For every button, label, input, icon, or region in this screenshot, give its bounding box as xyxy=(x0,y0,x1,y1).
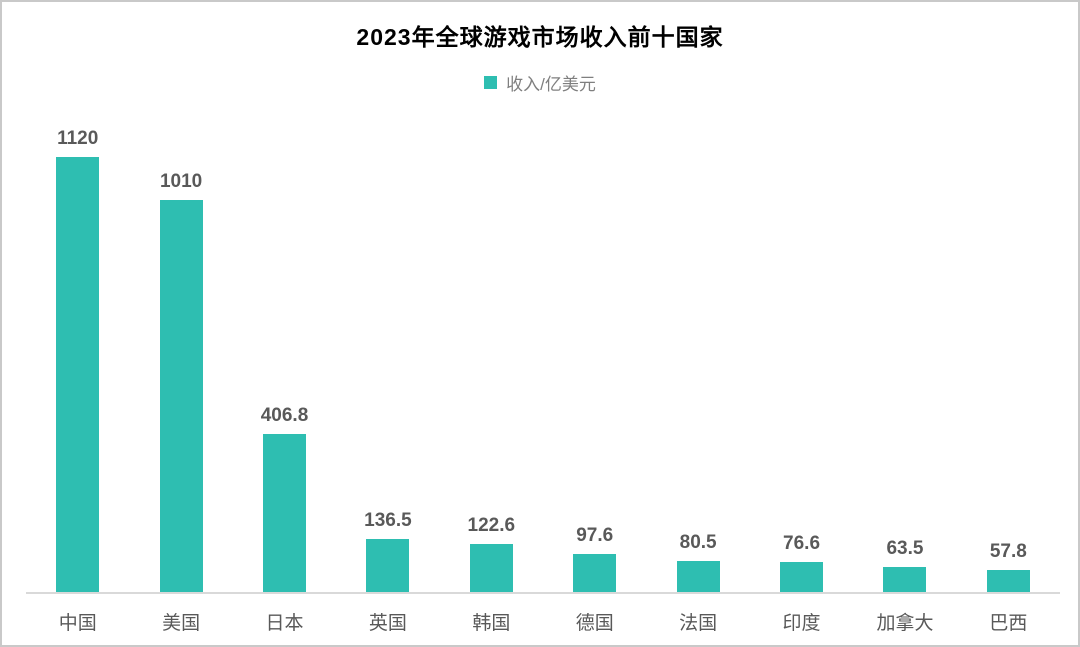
bar-value-label: 57.8 xyxy=(989,541,1027,562)
bar xyxy=(366,539,410,592)
bar xyxy=(986,570,1030,592)
category-label: 加拿大 xyxy=(876,613,934,634)
category-label: 法国 xyxy=(679,613,718,634)
bar-column: 1010 xyxy=(129,171,232,592)
bar xyxy=(573,554,617,592)
bar xyxy=(159,200,203,592)
bar-value-label: 1010 xyxy=(159,171,203,192)
bar-value-label: 97.6 xyxy=(576,525,614,546)
bar-column: 406.8 xyxy=(233,405,336,592)
bar xyxy=(780,562,824,592)
bar-value-label: 136.5 xyxy=(364,510,412,531)
bar-value-label: 80.5 xyxy=(679,532,717,553)
category-label: 中国 xyxy=(58,613,97,634)
category-label: 美国 xyxy=(162,613,201,634)
bar-column: 136.5 xyxy=(336,510,439,592)
bar xyxy=(263,434,307,592)
bar-value-label: 63.5 xyxy=(886,538,924,559)
bar-column: 122.6 xyxy=(440,515,543,592)
category-label: 印度 xyxy=(782,613,821,634)
bar-column: 1120 xyxy=(26,128,129,592)
legend: 收入/亿美元 xyxy=(2,70,1078,95)
bar xyxy=(883,567,927,592)
bar-value-label: 122.6 xyxy=(467,515,516,536)
bar-column: 57.8 xyxy=(957,541,1060,592)
legend-label: 收入/亿美元 xyxy=(506,75,596,94)
category-axis: 中国 美国 日本 英国 韩国 德国 法国 印度 加拿大 巴西 xyxy=(26,594,1060,635)
category-label: 日本 xyxy=(265,613,304,634)
bar-value-label: 406.8 xyxy=(260,405,309,426)
bar-value-label: 76.6 xyxy=(783,533,821,554)
category-label: 巴西 xyxy=(989,613,1028,634)
bar xyxy=(469,544,513,592)
legend-swatch-icon xyxy=(484,76,498,89)
plot-area: 1120 1010 406.8 136.5 122.6 97.6 80.5 76.6 63.5 5… xyxy=(26,122,1060,594)
category-label: 德国 xyxy=(575,613,614,634)
category-label: 英国 xyxy=(368,613,407,634)
bar-value-label: 1120 xyxy=(57,128,99,149)
category-label: 韩国 xyxy=(472,613,511,634)
bar xyxy=(56,157,100,592)
chart-title: 2023年全球游戏市场收入前十国家 xyxy=(356,24,724,50)
bar-column: 63.5 xyxy=(853,538,956,592)
bar-column: 80.5 xyxy=(646,532,749,592)
bar-column: 76.6 xyxy=(750,533,853,592)
bar xyxy=(676,561,720,592)
bar-column: 97.6 xyxy=(543,525,646,592)
